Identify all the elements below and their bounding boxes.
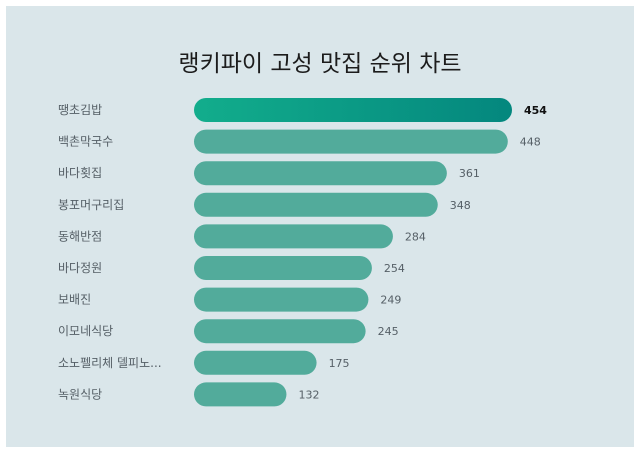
value-label: 132 — [298, 388, 319, 401]
bar — [194, 161, 447, 186]
bar — [194, 224, 393, 249]
chart-title: 랭키파이 고성 맛집 순위 차트 — [178, 51, 462, 77]
bar — [194, 319, 366, 344]
bar — [194, 129, 508, 154]
value-label: 348 — [450, 199, 471, 212]
category-label: 소노펠리체 델피노... — [58, 356, 162, 370]
category-label: 바다횟집 — [58, 166, 102, 180]
category-label: 봉포머구리집 — [58, 198, 124, 212]
bar — [194, 382, 287, 407]
value-label: 454 — [524, 104, 547, 117]
value-label: 448 — [520, 136, 541, 149]
value-label: 249 — [380, 294, 401, 307]
category-label: 녹원식당 — [58, 387, 102, 401]
bar — [194, 256, 372, 280]
bar — [194, 98, 512, 122]
chart-frame: 랭키파이 고성 맛집 순위 차트 땡초김밥 454 백촌막국수 448 바다횟집 361 봉… — [6, 6, 634, 447]
value-label: 175 — [329, 357, 350, 370]
category-label: 동해반점 — [58, 229, 102, 243]
value-label: 254 — [384, 262, 405, 275]
value-label: 245 — [378, 325, 399, 338]
value-label: 361 — [459, 167, 480, 180]
bar-chart: 땡초김밥 454 백촌막국수 448 바다횟집 361 봉포머구리집 348 동해반점 284 바다… — [58, 98, 547, 407]
category-label: 땡초김밥 — [58, 103, 102, 117]
bar — [194, 350, 317, 375]
value-label: 284 — [405, 230, 426, 243]
category-label: 백촌막국수 — [58, 135, 113, 149]
category-label: 보배진 — [58, 293, 91, 307]
bar — [194, 287, 369, 312]
category-label: 이모네식당 — [58, 324, 113, 338]
category-label: 바다정원 — [58, 261, 102, 275]
bar — [194, 192, 438, 217]
